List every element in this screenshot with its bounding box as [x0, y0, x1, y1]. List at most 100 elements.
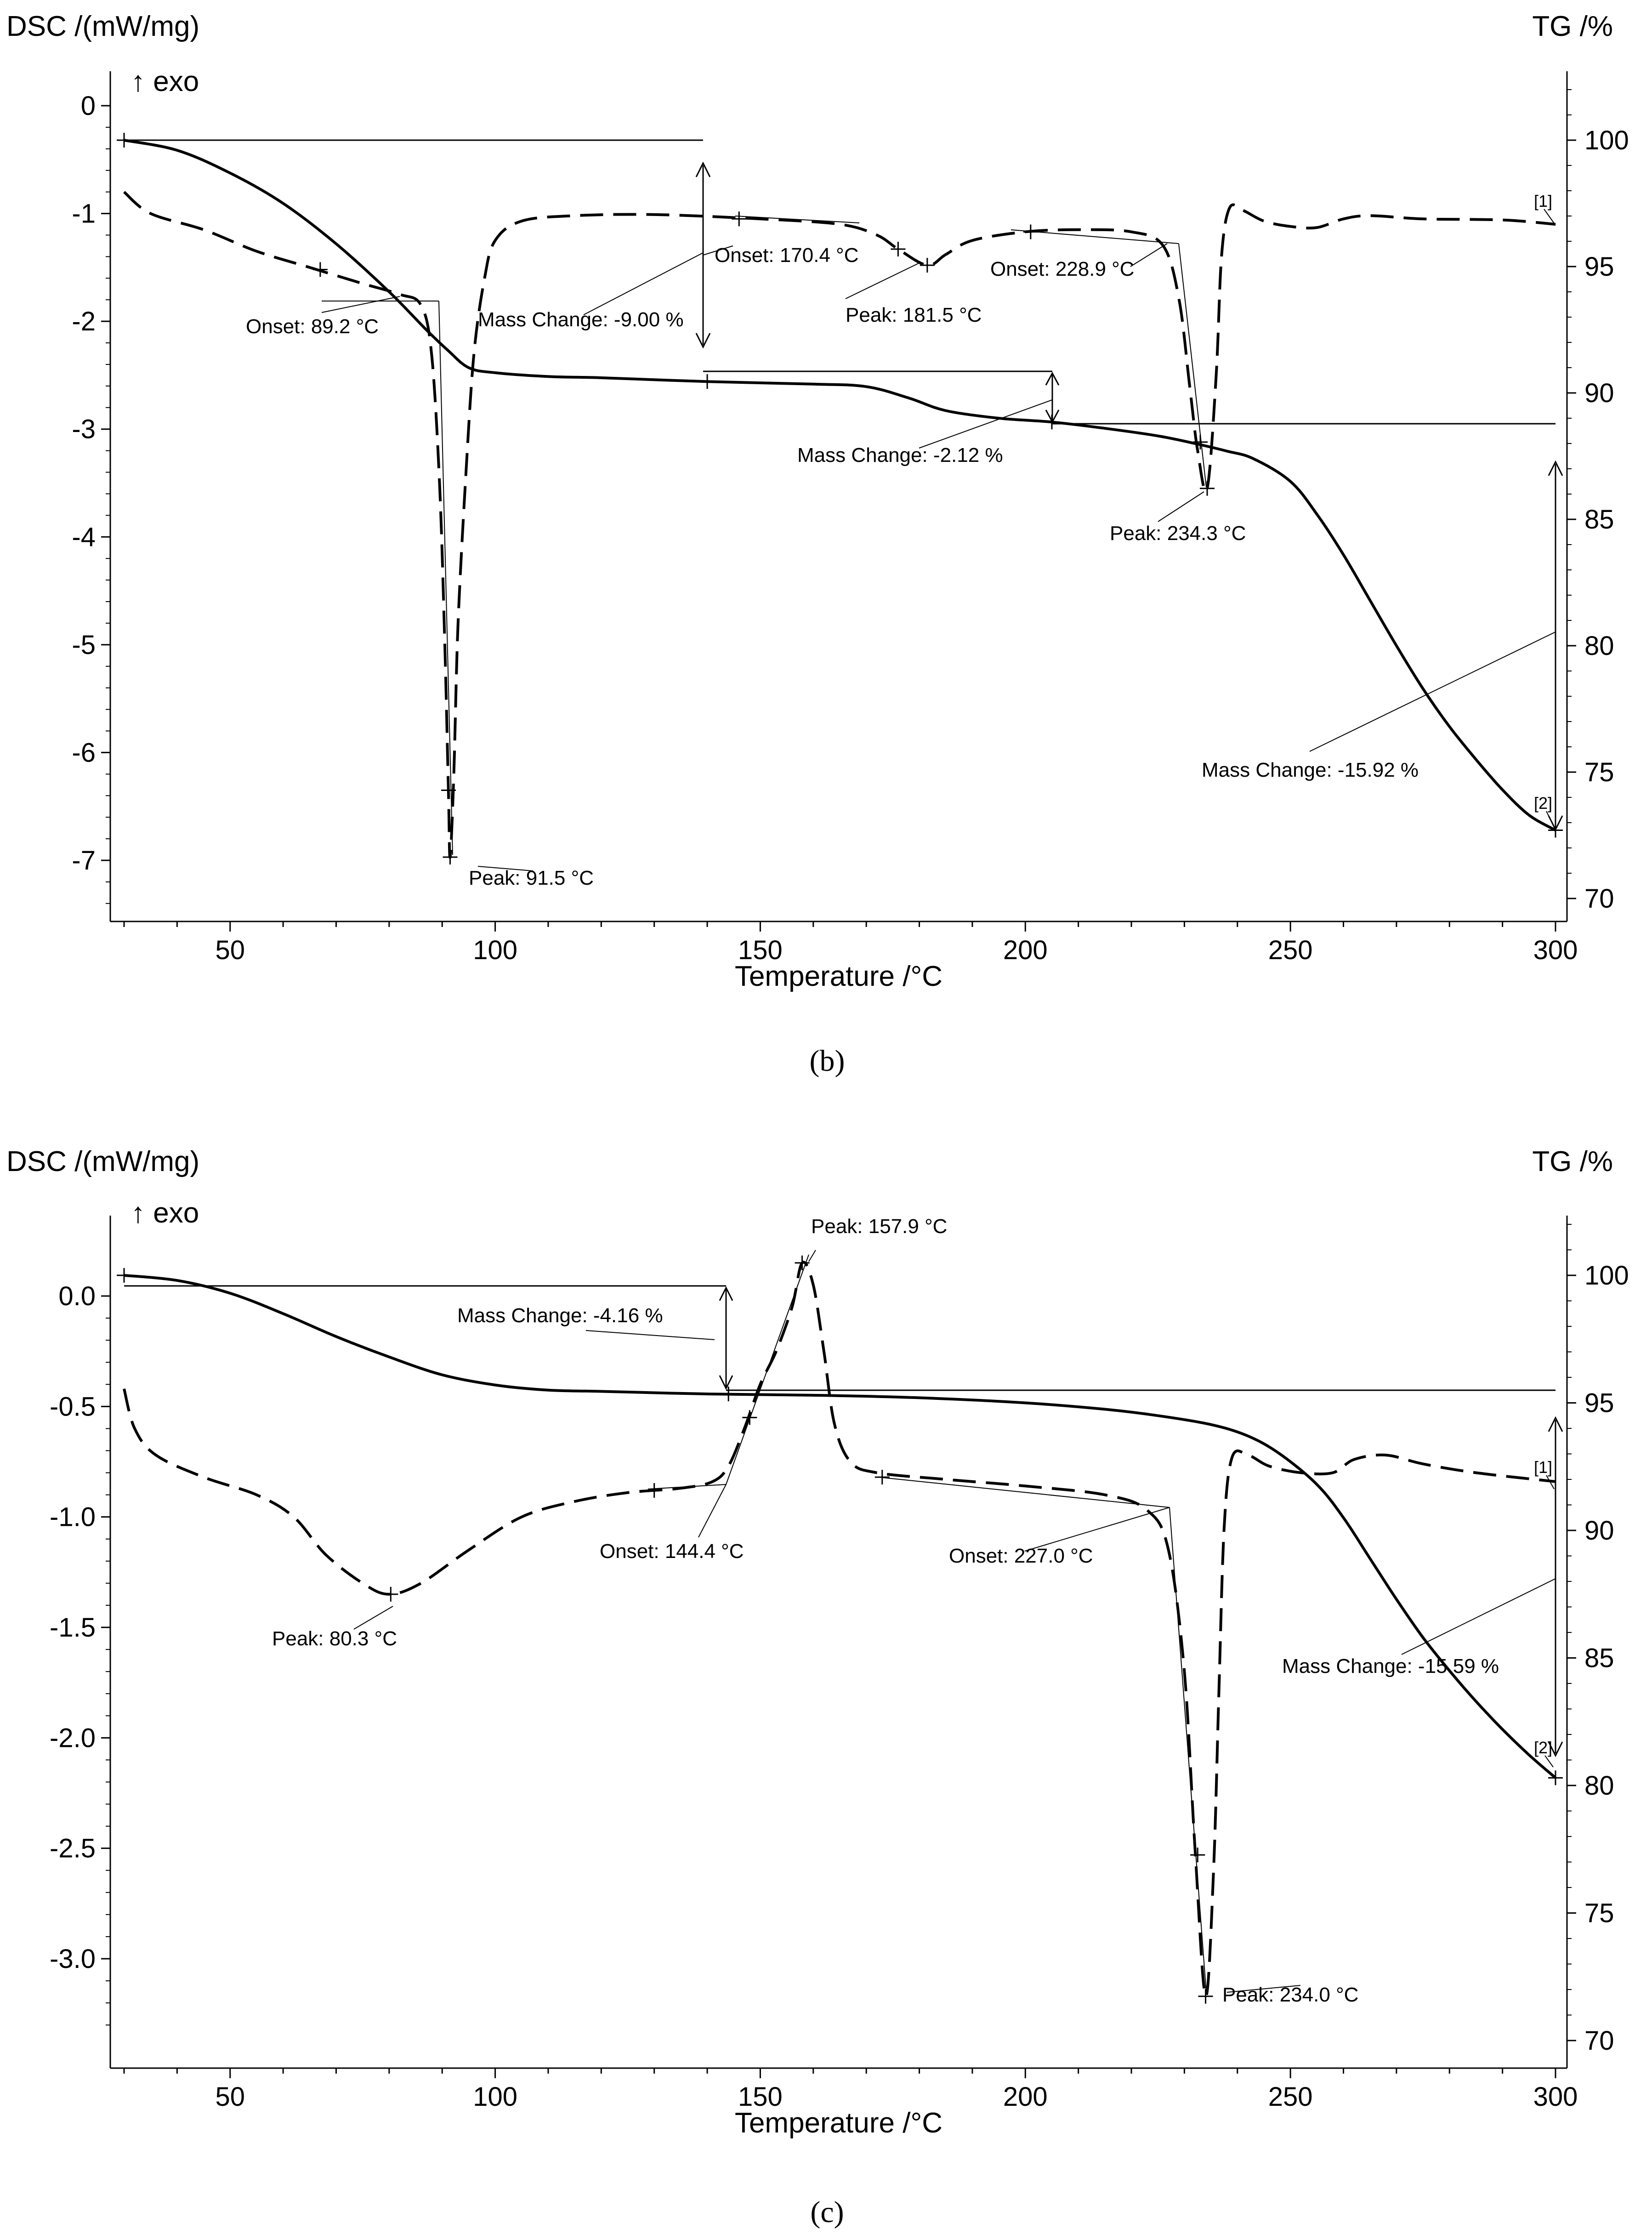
panel-b-x-tick-label: 100: [473, 935, 517, 965]
panel-b-right-tick-label: 90: [1584, 378, 1614, 408]
panel-c-left-tick-label: -3.0: [50, 1944, 96, 1974]
panel-b-curve-label-1: [1]: [1534, 192, 1552, 210]
panel-c-x-tick-label: 250: [1268, 2082, 1313, 2112]
panel-c-curve-label-2: [2]: [1534, 1738, 1552, 1757]
panel-c-marker: [117, 1268, 131, 1283]
panel-b-exo-label: ↑ exo: [131, 66, 199, 97]
panel-c-marker: [721, 1387, 736, 1402]
panel-b-annotation-peak-91: Peak: 91.5 °C: [469, 867, 594, 889]
panel-b-right-tick-label: 80: [1584, 631, 1614, 661]
panel-c-marker: [874, 1470, 890, 1485]
panel-b-x-axis-title: Temperature /°C: [735, 961, 942, 992]
panel-c-onset-tangent-2-drop: [1169, 1507, 1207, 1993]
panel-b-left-tick-label: -5: [72, 630, 96, 660]
panel-c-marker: [647, 1483, 662, 1498]
panel-b-marker: [1023, 224, 1038, 239]
panel-c-dsc-curve: [123, 1261, 1556, 1998]
panel-b-left-tick-label: 0: [81, 91, 96, 121]
panel-b-x-tick-label: 50: [215, 935, 245, 965]
panel-b-annotation-onset-89: Onset: 89.2 °C: [246, 315, 379, 338]
panel-c-leader-lines: [353, 1250, 1556, 1993]
panel-b-annotation-peak-181: Peak: 181.5 °C: [846, 304, 982, 326]
panel-b-dsc-curve: [123, 191, 1556, 859]
panel-c-marker: [1548, 1770, 1563, 1785]
panel-c-marker: [1190, 1848, 1205, 1863]
panel-b-tg-curve: [124, 139, 1556, 832]
panel-b-annotation-onset-228: Onset: 228.9 °C: [990, 258, 1135, 280]
panel-c-mass-change-arrow-1: [719, 1286, 733, 1390]
panel-c-left-tick-label: 0.0: [58, 1281, 96, 1311]
panel-b-x-tick-label: 250: [1268, 935, 1313, 965]
panel-c-right-axis-title: TG /%: [1532, 1146, 1613, 1177]
panel-c-onset-tangent-2: [882, 1477, 1170, 1508]
panel-c-annotation-peak-234: Peak: 234.0 °C: [1222, 1984, 1358, 2006]
panel-b-marker: [920, 258, 935, 273]
panel-c-left-tick-label: -2.0: [50, 1723, 96, 1753]
panel-b-right-tick-label: 95: [1584, 252, 1614, 282]
panel-b-marker: [700, 374, 715, 389]
panel-c-x-axis-title: Temperature /°C: [735, 2107, 942, 2139]
panel-b-right-tick-label: 85: [1584, 505, 1614, 534]
panel-b-annotation-mass-change-1: Mass Change: -9.00 %: [478, 308, 684, 331]
panel-c-right-tick-label: 95: [1584, 1388, 1614, 1418]
panel-c-onset-tangent-1: [647, 1484, 727, 1490]
panel-b-right-tick-label: 70: [1584, 884, 1614, 914]
panel-b-annotation-mass-change-2: Mass Change: -2.12 %: [797, 444, 1003, 466]
panel-b-onset-tangent-1-drop: [438, 301, 453, 855]
panel-c-left-tick-label: -1.0: [50, 1502, 96, 1532]
panel-c-markers: [117, 1255, 1563, 2004]
panel-b-curve-label-2: [2]: [1534, 794, 1552, 813]
panel-c-right-tick-label: 85: [1584, 1643, 1614, 1673]
panel-c-onset-tangent-1-rise: [726, 1254, 809, 1485]
panel-c-marker: [383, 1586, 398, 1602]
panel-c-left-tick-label: -0.5: [50, 1392, 96, 1421]
panel-c-annotation-mass-change-1: Mass Change: -4.16 %: [457, 1304, 663, 1327]
panel-c-right-tick-label: 75: [1584, 1899, 1614, 1928]
panel-c-annotation-peak-80: Peak: 80.3 °C: [272, 1627, 397, 1650]
panel-b-left-tick-label: -4: [72, 522, 96, 552]
panel-b-marker: [1193, 434, 1208, 449]
panel-c-annotation-peak-157: Peak: 157.9 °C: [811, 1215, 947, 1238]
panel-b: DSC /(mW/mg) TG /% ↑ exo Temperature /°C: [6, 11, 1629, 1078]
panel-c: DSC /(mW/mg) TG /% ↑ exo Temperature /°C: [6, 1146, 1629, 2229]
panel-b-marker: [312, 262, 328, 277]
panel-c-tg-curve: [124, 1274, 1556, 1779]
panel-c-annotation-mass-change-2: Mass Change: -15.59 %: [1282, 1655, 1499, 1677]
panel-b-marker: [1200, 481, 1215, 496]
panel-c-annotation-onset-144: Onset: 144.4 °C: [600, 1540, 744, 1563]
panel-b-leader-lines: [321, 209, 1556, 871]
panel-c-marker: [742, 1410, 757, 1425]
panel-b-left-tick-label: -1: [72, 199, 96, 229]
panel-c-marker: [795, 1255, 810, 1270]
panel-c-left-axis-title: DSC /(mW/mg): [6, 1146, 199, 1177]
panel-b-annotation-onset-170: Onset: 170.4 °C: [715, 244, 859, 267]
panel-c-right-tick-label: 80: [1584, 1771, 1614, 1801]
panel-b-left-tick-label: -2: [72, 307, 96, 336]
panel-c-x-tick-label: 150: [738, 2082, 783, 2112]
panel-b-right-axis-title: TG /%: [1532, 11, 1613, 42]
panel-b-x-tick-label: 200: [1003, 935, 1048, 965]
panel-c-right-tick-label: 70: [1584, 2026, 1614, 2056]
panel-b-markers: [117, 133, 1563, 864]
panel-c-exo-label: ↑ exo: [131, 1197, 199, 1229]
panel-c-x-tick-label: 100: [473, 2082, 517, 2112]
panel-b-marker: [1044, 415, 1059, 430]
panel-c-x-tick-label: 50: [215, 2082, 245, 2112]
panel-c-caption: (c): [810, 2195, 844, 2229]
panel-b-x-tick-label: 150: [738, 935, 783, 965]
panel-c-curve-label-1: [1]: [1534, 1458, 1552, 1477]
panel-b-left-tick-label: -7: [72, 846, 96, 876]
panel-b-marker: [443, 849, 458, 864]
panel-c-left-tick-label: -2.5: [50, 1834, 96, 1864]
panel-b-right-tick-label: 100: [1584, 125, 1629, 155]
panel-b-annotation-mass-change-3: Mass Change: -15.92 %: [1202, 759, 1419, 781]
panel-b-mass-change-arrow-3: [1548, 460, 1563, 831]
panel-b-marker: [891, 241, 906, 256]
panel-b-marker: [732, 211, 747, 227]
panel-b-marker: [117, 133, 131, 148]
panel-c-left-tick-label: -1.5: [50, 1613, 96, 1643]
panel-b-caption: (b): [810, 1044, 845, 1078]
panel-b-onset-tangent-2: [735, 216, 860, 223]
panel-b-onset-tangent-3-drop: [1178, 243, 1207, 488]
